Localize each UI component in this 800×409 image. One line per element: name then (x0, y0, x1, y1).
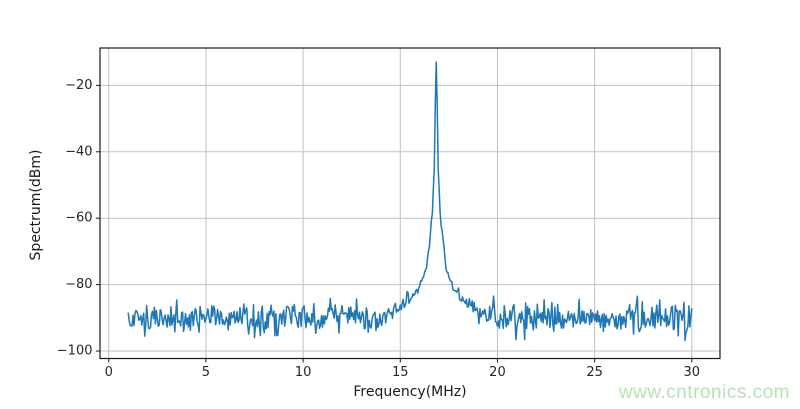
x-tick-label: 20 (489, 365, 506, 380)
x-tick-label: 25 (586, 365, 603, 380)
y-tick-label: −20 (65, 78, 92, 93)
x-tick-label: 10 (295, 365, 312, 380)
x-tick-label: 0 (105, 365, 113, 380)
x-axis-label: Frequency(MHz) (353, 384, 467, 400)
x-tick-label: 15 (392, 365, 409, 380)
y-axis-label: Spectrum(dBm) (28, 149, 44, 261)
y-tick-label: −40 (65, 144, 92, 159)
axes-box (99, 47, 721, 360)
y-tick-label: −80 (65, 277, 92, 292)
watermark-text: www.cntronics.com (618, 382, 790, 403)
y-tick-label: −60 (65, 211, 92, 226)
x-tick-label: 30 (684, 365, 701, 380)
spectrum-line (127, 61, 693, 342)
y-tick-label: −100 (57, 344, 93, 359)
x-tick-label: 5 (202, 365, 210, 380)
